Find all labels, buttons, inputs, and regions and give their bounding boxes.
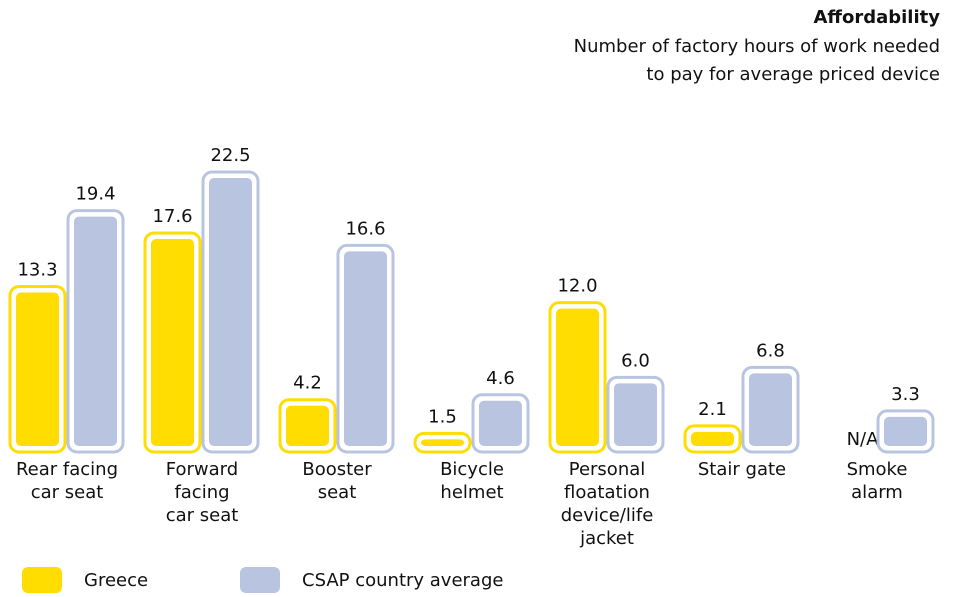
value-label: 12.0 xyxy=(557,276,597,297)
x-tick-label: Booster xyxy=(302,459,372,480)
x-tick-label: car seat xyxy=(31,482,104,503)
x-tick-label: car seat xyxy=(166,505,239,526)
bar-outline xyxy=(8,284,67,454)
bar xyxy=(286,405,329,446)
x-tick-label: Forward xyxy=(166,459,238,480)
legend-label: CSAP country average xyxy=(302,570,503,591)
bar xyxy=(884,416,927,446)
value-label: 6.0 xyxy=(621,350,650,371)
value-label: 3.3 xyxy=(891,384,920,405)
bar-outline xyxy=(741,365,800,454)
x-tick-label: jacket xyxy=(579,528,634,549)
bar-outline xyxy=(683,424,742,454)
bar xyxy=(479,400,522,446)
x-tick-label: helmet xyxy=(440,482,503,503)
chart-subtitle: Number of factory hours of work needed xyxy=(574,36,940,57)
x-tick-label: floatation xyxy=(564,482,650,503)
bar-outline xyxy=(606,375,665,454)
bar-outline xyxy=(201,170,260,454)
bar xyxy=(209,178,252,446)
bar xyxy=(74,216,117,446)
bar xyxy=(614,383,657,446)
bar-outline xyxy=(471,393,530,454)
x-tick-label: device/life xyxy=(561,505,654,526)
value-label: 4.2 xyxy=(293,373,322,394)
bar-outline xyxy=(143,231,202,454)
value-label: 2.1 xyxy=(698,399,727,420)
bar xyxy=(344,251,387,446)
bar xyxy=(691,431,734,446)
legend-swatch xyxy=(22,567,62,593)
bar-outline xyxy=(413,431,472,454)
bar-outline xyxy=(548,301,607,454)
legend-swatch xyxy=(240,567,280,593)
x-tick-label: Personal xyxy=(569,459,646,480)
value-label: 6.8 xyxy=(756,340,785,361)
x-tick-label: Bicycle xyxy=(440,459,504,480)
bar-outline xyxy=(336,243,395,454)
bar xyxy=(749,373,792,446)
x-tick-label: alarm xyxy=(851,482,903,503)
bar-outline xyxy=(278,398,337,454)
bar xyxy=(421,439,464,446)
x-tick-label: seat xyxy=(318,482,357,503)
bar-outline xyxy=(876,409,935,454)
value-label: N/A xyxy=(847,429,880,450)
x-tick-label: Stair gate xyxy=(698,459,786,480)
bar xyxy=(16,292,59,446)
bar xyxy=(151,238,194,446)
value-label: 17.6 xyxy=(152,206,192,227)
bar-outline xyxy=(66,209,125,454)
value-label: 22.5 xyxy=(210,145,250,166)
value-label: 4.6 xyxy=(486,368,515,389)
x-tick-label: Rear facing xyxy=(16,459,118,480)
value-label: 13.3 xyxy=(17,259,57,280)
bar xyxy=(556,308,599,446)
legend-label: Greece xyxy=(84,570,148,591)
x-tick-label: Smoke xyxy=(847,459,908,480)
x-tick-label: facing xyxy=(174,482,229,503)
value-label: 1.5 xyxy=(428,406,457,427)
value-label: 16.6 xyxy=(345,218,385,239)
value-label: 19.4 xyxy=(75,184,115,205)
chart-subtitle: to pay for average priced device xyxy=(646,64,940,85)
chart-title: Affordability xyxy=(813,7,940,28)
